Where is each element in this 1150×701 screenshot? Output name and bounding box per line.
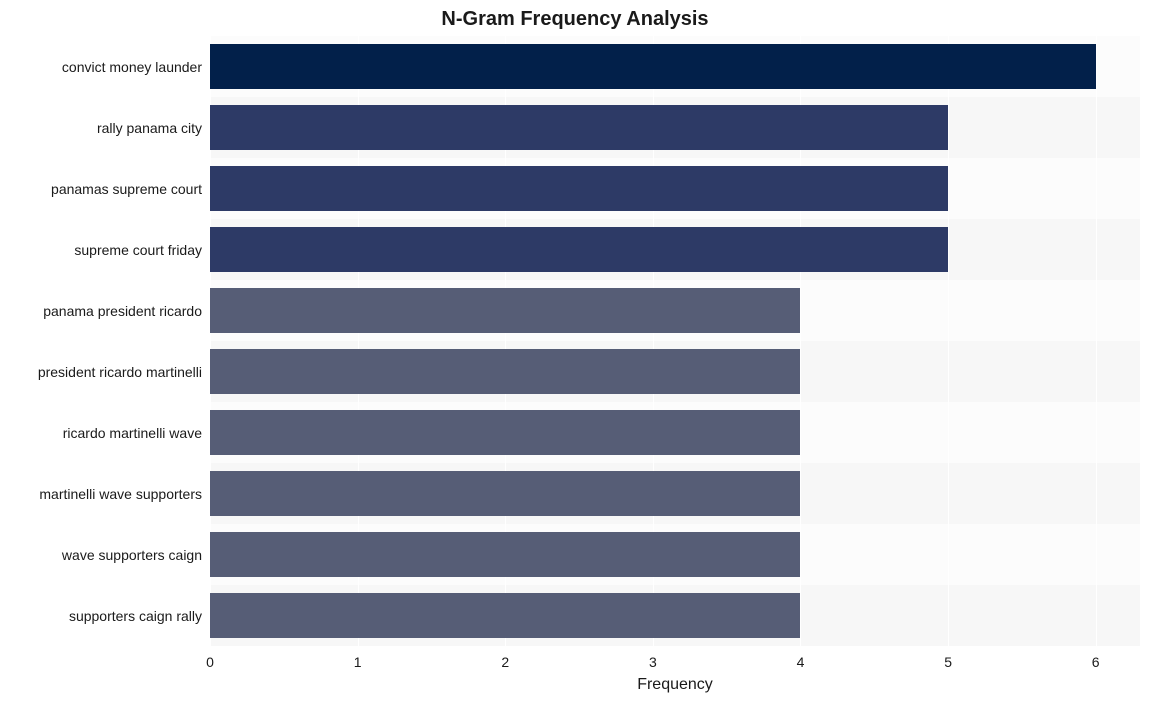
bar [210, 349, 800, 395]
bar [210, 593, 800, 639]
grid-line [948, 36, 949, 646]
bar [210, 410, 800, 456]
bar [210, 44, 1096, 90]
y-tick-label: panama president ricardo [0, 303, 202, 319]
bar [210, 471, 800, 517]
y-tick-label: supreme court friday [0, 242, 202, 258]
grid-line [1096, 36, 1097, 646]
bar [210, 288, 800, 334]
ngram-frequency-chart: N-Gram Frequency Analysis convict money … [0, 0, 1150, 701]
chart-title: N-Gram Frequency Analysis [0, 8, 1150, 31]
x-tick-label: 4 [797, 654, 805, 670]
x-tick-label: 1 [354, 654, 362, 670]
x-tick-label: 2 [501, 654, 509, 670]
y-tick-label: wave supporters caign [0, 547, 202, 563]
plot-area [210, 36, 1140, 646]
y-tick-label: convict money launder [0, 59, 202, 75]
y-tick-label: ricardo martinelli wave [0, 425, 202, 441]
y-tick-label: martinelli wave supporters [0, 486, 202, 502]
x-tick-label: 5 [944, 654, 952, 670]
bar [210, 166, 948, 212]
x-tick-label: 3 [649, 654, 657, 670]
bar [210, 105, 948, 151]
bar [210, 532, 800, 578]
x-tick-label: 6 [1092, 654, 1100, 670]
y-tick-label: panamas supreme court [0, 181, 202, 197]
x-tick-label: 0 [206, 654, 214, 670]
x-axis-label: Frequency [210, 676, 1140, 694]
y-tick-label: president ricardo martinelli [0, 364, 202, 380]
y-tick-label: rally panama city [0, 120, 202, 136]
bar [210, 227, 948, 273]
y-tick-label: supporters caign rally [0, 608, 202, 624]
